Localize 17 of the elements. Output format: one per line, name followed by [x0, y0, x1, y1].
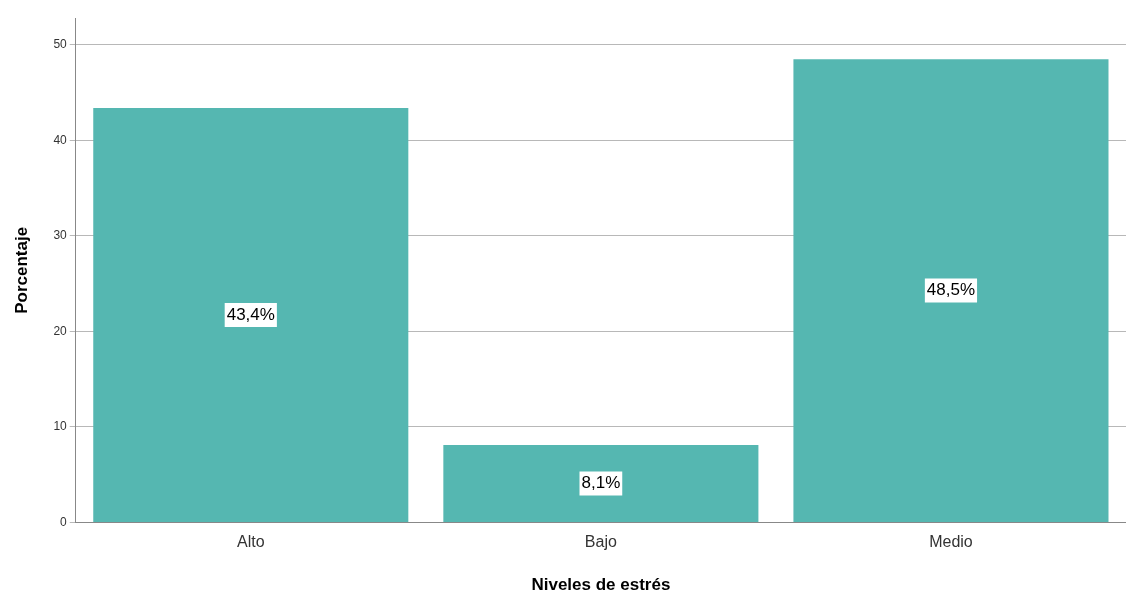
- y-axis-title: Porcentaje: [11, 226, 31, 314]
- y-tick-label: 20: [53, 323, 68, 338]
- x-tick-label: Bajo: [584, 533, 617, 551]
- y-tick-label: 30: [53, 228, 68, 243]
- y-tick-label: 10: [53, 419, 68, 434]
- x-tick-label: Alto: [237, 533, 265, 551]
- data-label: 48,5%: [926, 280, 976, 300]
- y-tick-label: 50: [53, 37, 68, 52]
- bar: [93, 107, 409, 522]
- x-tick-label: Medio: [929, 533, 973, 551]
- x-axis-title: Niveles de estrés: [531, 575, 671, 595]
- bar: [443, 445, 759, 522]
- bar: [793, 59, 1109, 522]
- data-label: 43,4%: [226, 304, 275, 324]
- data-label: 8,1%: [581, 473, 621, 493]
- y-tick-label: 40: [53, 132, 68, 147]
- y-tick-label: 0: [60, 514, 68, 529]
